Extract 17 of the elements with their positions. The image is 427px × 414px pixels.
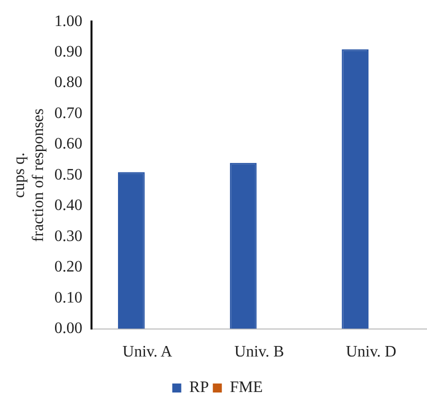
- legend-label: FME: [230, 379, 263, 396]
- y-tick-label: 0.40: [54, 197, 82, 214]
- y-tick-label: 0.50: [54, 166, 82, 184]
- x-tick-label: Univ. D: [346, 344, 396, 361]
- y-tick-label: 1.00: [54, 12, 82, 30]
- x-tick-label: Univ. B: [234, 344, 284, 361]
- x-tick-label: Univ. A: [122, 344, 173, 361]
- y-tick-label: 0.80: [54, 74, 82, 92]
- y-tick-label: 0.20: [54, 258, 82, 276]
- y-tick-label: 0.10: [54, 289, 82, 306]
- y-tick-label: 0.00: [54, 320, 82, 338]
- y-tick-label: 0.70: [54, 104, 82, 122]
- y-axis-title: cups q. fraction of responses: [10, 108, 48, 242]
- y-tick-label: 0.90: [54, 44, 82, 61]
- y-tick-label: 0.30: [54, 228, 82, 245]
- legend-label: RP: [189, 379, 209, 396]
- y-tick-label: 0.60: [54, 136, 82, 153]
